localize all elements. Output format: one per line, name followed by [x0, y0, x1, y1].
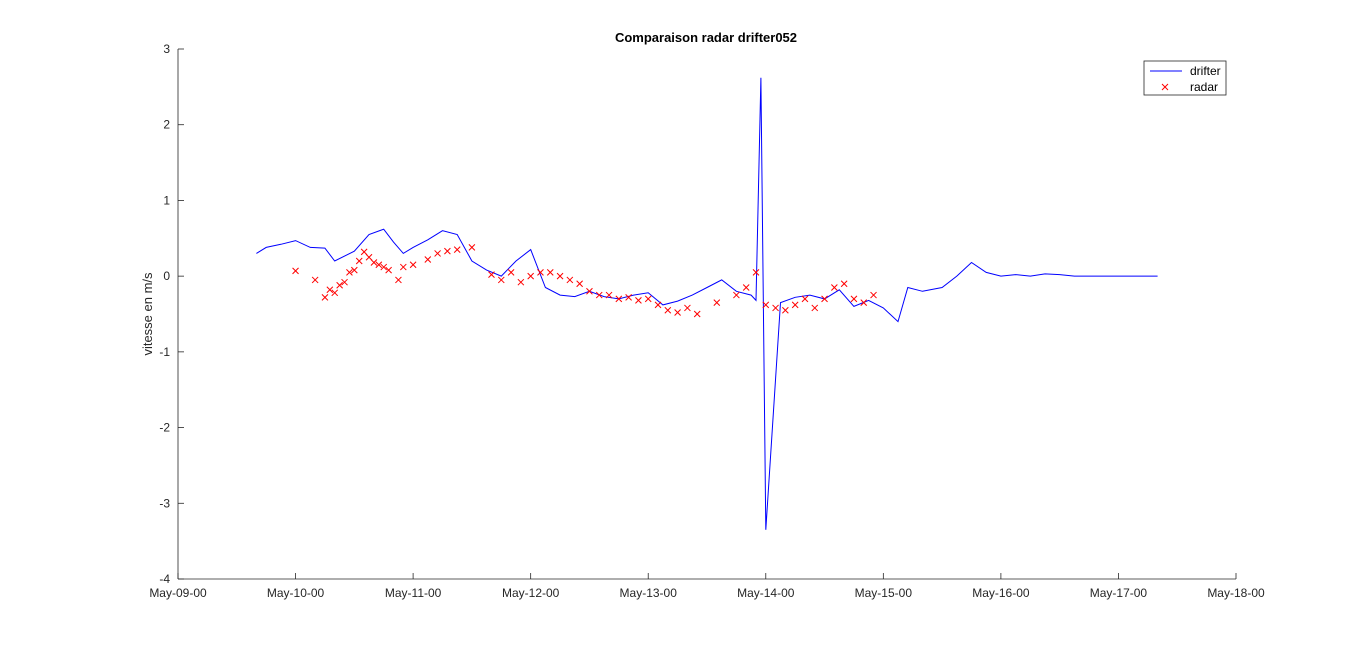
y-axis-label: vitesse en m/s: [140, 272, 155, 356]
y-tick-label: -4: [159, 572, 170, 586]
y-axis: 3 2 1 0 -1 -2 -3 -4: [159, 42, 184, 586]
x-tick-label: May-10-00: [267, 586, 325, 600]
x-tick-label: May-16-00: [972, 586, 1030, 600]
radar-point: [375, 261, 383, 269]
radar-point: [782, 306, 789, 314]
x-tick-label: May-13-00: [620, 586, 678, 600]
radar-point: [615, 295, 623, 303]
radar-point: [791, 301, 799, 309]
x-tick-label: May-18-00: [1207, 586, 1265, 600]
radar-point: [336, 281, 343, 289]
radar-point: [664, 306, 672, 314]
radar-point: [527, 272, 535, 280]
x-tick-label: May-11-00: [385, 586, 442, 600]
radar-point: [595, 291, 603, 299]
radar-point: [635, 297, 642, 304]
radar-point: [537, 269, 544, 276]
radar-point: [507, 269, 515, 276]
radar-point: [693, 310, 701, 318]
y-tick-label: 1: [163, 193, 170, 207]
radar-point: [395, 276, 402, 284]
radar-point: [385, 266, 392, 274]
x-tick-label: May-17-00: [1090, 586, 1148, 600]
y-tick-label: -3: [159, 496, 170, 510]
radar-point: [821, 295, 828, 303]
radar-point: [752, 269, 760, 276]
radar-point: [654, 301, 662, 309]
x-tick-label: May-14-00: [737, 586, 795, 600]
radar-point: [605, 291, 613, 299]
radar-point: [674, 309, 681, 316]
x-tick-label: May-09-00: [149, 586, 207, 600]
radar-point: [365, 253, 373, 261]
radar-point: [801, 295, 809, 303]
legend-drifter-label: drifter: [1190, 64, 1221, 78]
radar-point: [860, 299, 868, 306]
radar-point: [546, 269, 554, 276]
plot-area: [177, 49, 1236, 580]
radar-point: [762, 301, 770, 309]
radar-point: [326, 286, 334, 294]
radar-point: [424, 256, 432, 263]
y-tick-label: 2: [163, 118, 170, 132]
radar-point: [321, 293, 329, 301]
radar-point: [497, 276, 505, 284]
radar-point: [292, 267, 299, 275]
radar-point: [811, 304, 819, 312]
radar-point: [742, 284, 750, 291]
radar-point: [684, 304, 691, 312]
radar-point: [733, 291, 740, 299]
y-tick-label: 3: [163, 42, 170, 56]
radar-point: [517, 278, 525, 286]
radar-point: [625, 293, 632, 301]
radar-point: [409, 261, 417, 269]
radar-point: [566, 276, 574, 284]
radar-point: [870, 291, 877, 299]
radar-point: [830, 284, 838, 291]
radar-point: [346, 269, 353, 276]
radar-point: [488, 271, 495, 278]
radar-point: [772, 304, 779, 312]
radar-point: [399, 263, 407, 271]
x-tick-label: May-12-00: [502, 586, 560, 600]
series-layer: [256, 77, 1158, 530]
radar-point: [840, 280, 848, 288]
x-axis: May-09-00 May-10-00 May-11-00 May-12-00 May-…: [149, 573, 1265, 600]
radar-point: [360, 248, 368, 256]
radar-point: [713, 299, 721, 306]
radar-point: [331, 289, 339, 297]
radar-point: [468, 244, 476, 251]
x-tick-label: May-15-00: [855, 586, 913, 600]
radar-point: [434, 250, 441, 257]
radar-point: [311, 276, 319, 284]
radar-point: [380, 263, 388, 271]
series-line-drifter: [256, 77, 1158, 530]
y-tick-label: -1: [159, 345, 170, 359]
radar-point: [576, 280, 584, 288]
radar-point: [350, 266, 358, 274]
radar-point: [444, 247, 451, 255]
y-tick-label: -2: [159, 421, 170, 435]
radar-point: [341, 278, 348, 286]
radar-point: [453, 246, 461, 253]
y-tick-label: 0: [163, 269, 170, 283]
legend: drifter radar: [1143, 60, 1227, 96]
radar-point: [556, 272, 564, 280]
radar-point: [355, 257, 363, 265]
chart-title: Comparaison radar drifter052: [615, 30, 797, 45]
radar-point: [370, 259, 378, 266]
radar-point: [586, 287, 593, 295]
radar-point: [644, 295, 652, 303]
radar-point: [850, 295, 858, 303]
legend-radar-swatch: [1161, 83, 1169, 91]
legend-box: [1143, 60, 1227, 96]
legend-radar-label: radar: [1190, 80, 1218, 94]
